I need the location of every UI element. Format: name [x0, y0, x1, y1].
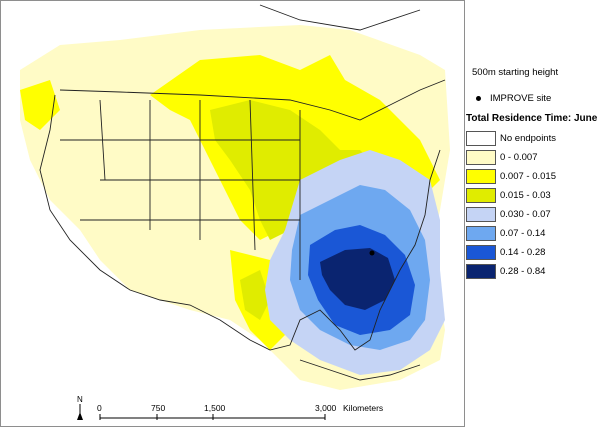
legend-swatch [466, 264, 496, 279]
legend-item: 0.030 - 0.07 [466, 205, 556, 224]
scale-tick-750: 750 [151, 403, 165, 413]
legend-swatch [466, 188, 496, 203]
legend-swatch [466, 150, 496, 165]
legend-swatch [466, 169, 496, 184]
legend-item: 0.07 - 0.14 [466, 224, 556, 243]
field-green [210, 100, 420, 320]
legend-label: 0.030 - 0.07 [500, 209, 551, 220]
scale-bar [99, 414, 326, 420]
legend-label: 0.28 - 0.84 [500, 266, 546, 277]
legend-item: No endpoints [466, 129, 556, 148]
map-subtitle: 500m starting height [472, 67, 559, 78]
legend-swatch [466, 226, 496, 241]
legend-swatch [466, 131, 496, 146]
site-legend: IMPROVE site [476, 93, 551, 104]
north-arrow [77, 404, 83, 420]
legend-label: 0 - 0.007 [500, 152, 538, 163]
legend-item: 0 - 0.007 [466, 148, 556, 167]
legend-swatch [466, 245, 496, 260]
scale-tick-1500: 1,500 [204, 403, 226, 413]
legend-item: 0.28 - 0.84 [466, 262, 556, 281]
legend-title: Total Residence Time: June [466, 113, 598, 124]
legend-label: 0.14 - 0.28 [500, 247, 546, 258]
scale-unit: Kilometers [343, 403, 383, 413]
legend-swatch [466, 207, 496, 222]
scale-tick-0: 0 [97, 403, 102, 413]
boundaries [39, 4, 446, 381]
legend-label: 0.007 - 0.015 [500, 171, 556, 182]
legend-item: 0.015 - 0.03 [466, 186, 556, 205]
north-label: N [77, 395, 83, 404]
site-legend-label: IMPROVE site [490, 93, 552, 104]
improve-site-marker [369, 250, 375, 256]
legend-list: No endpoints 0 - 0.007 0.007 - 0.015 0.015 … [466, 129, 556, 281]
legend-label: 0.07 - 0.14 [500, 228, 546, 239]
legend-item: 0.007 - 0.015 [466, 167, 556, 186]
legend-label: 0.015 - 0.03 [500, 190, 551, 201]
legend-item: 0.14 - 0.28 [466, 243, 556, 262]
site-dot-icon [476, 96, 481, 101]
legend-label: No endpoints [500, 133, 556, 144]
field-darkblue [320, 248, 395, 310]
scale-tick-3000: 3,000 [315, 403, 337, 413]
